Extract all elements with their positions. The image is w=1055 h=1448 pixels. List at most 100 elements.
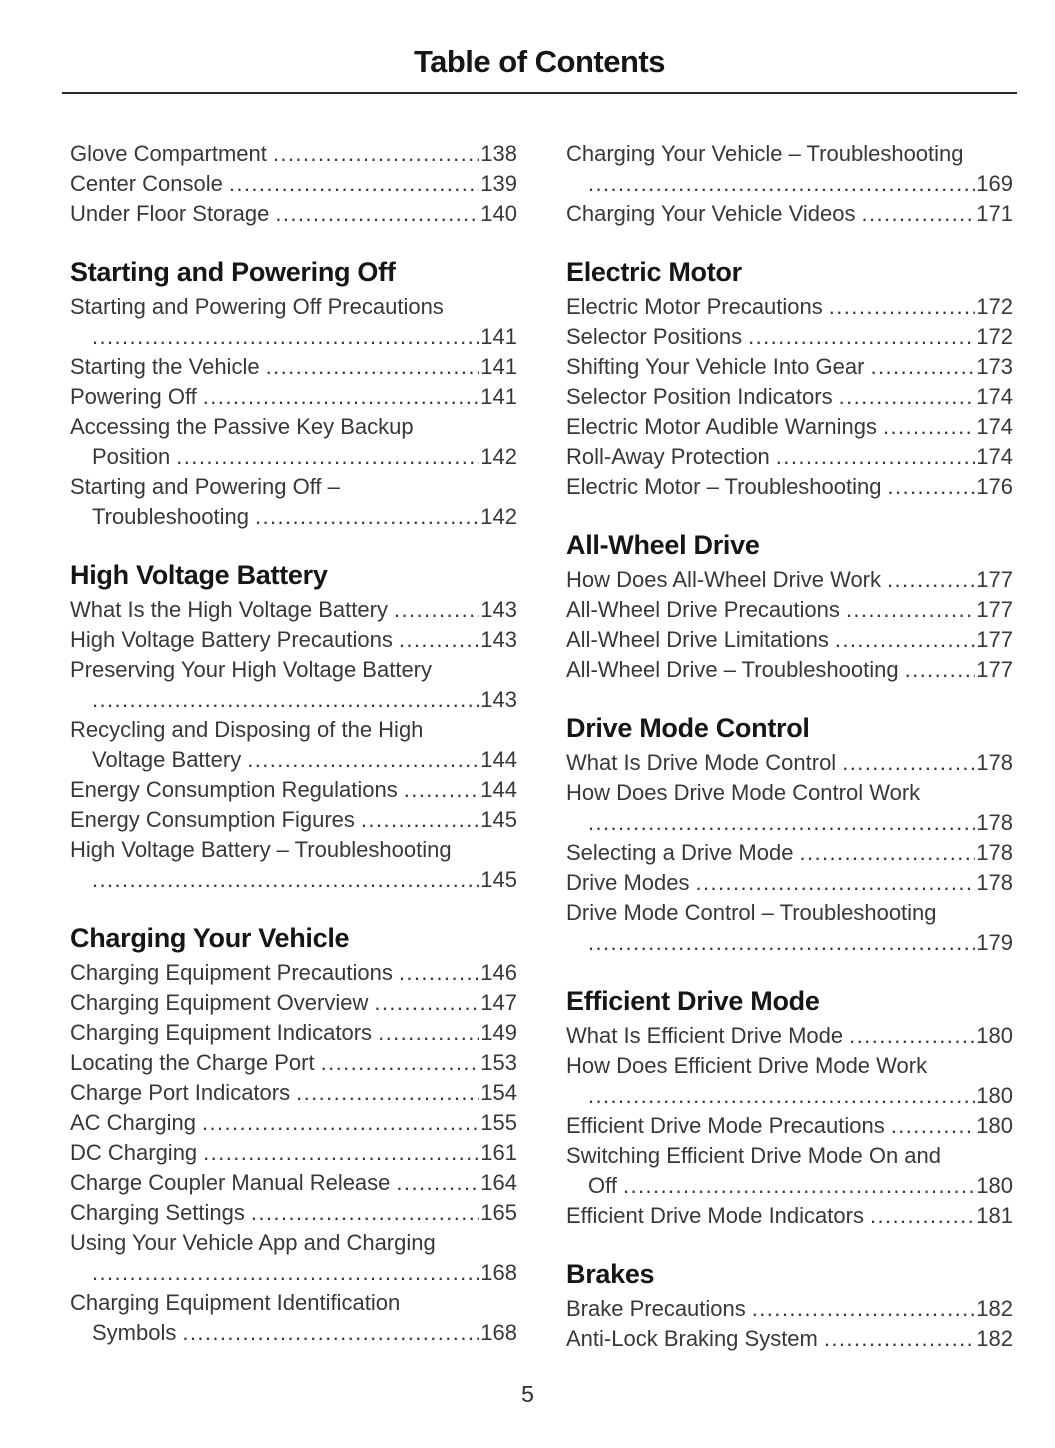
entry-leader-line: Voltage Battery 144 [70,745,517,775]
entry-title: Charging Settings [70,1200,245,1225]
entry-leader-line: 168 [70,1258,517,1288]
leader-dots [752,1294,976,1324]
entry-title: Center Console [70,171,223,196]
entry-page-number: 142 [480,444,517,469]
entry-page-number: 146 [480,960,517,985]
leader-dots [846,595,975,625]
entry-title-continuation: Troubleshooting [92,504,249,529]
entry-title: AC Charging [70,1110,196,1135]
toc-entry: Locating the Charge Port 153 [70,1048,517,1078]
entry-page-number: 155 [480,1110,517,1135]
entry-leader-line: Symbols 168 [70,1318,517,1348]
toc-entry: Efficient Drive Mode Indicators 181 [566,1201,1013,1231]
entry-title: Preserving Your High Voltage Battery [70,657,433,682]
toc-entry: Selecting a Drive Mode 178 [566,838,1013,868]
entry-page-number: 168 [480,1260,517,1285]
entry-leader-line: All-Wheel Drive Precautions 177 [566,595,1013,625]
leader-dots [374,988,479,1018]
entry-title: Powering Off [70,384,197,409]
leader-dots [255,502,479,532]
entry-title: Charging Your Vehicle Videos [566,201,856,226]
section-heading: Drive Mode Control [566,713,810,743]
toc-section: Charging Your Vehicle – Troubleshooting 1… [566,139,1013,229]
page-title: Table of Contents [414,44,665,79]
entry-title: What Is the High Voltage Battery [70,597,388,622]
entry-page-number: 179 [976,930,1013,955]
entry-page-number: 169 [976,171,1013,196]
entry-page-number: 178 [976,810,1013,835]
toc-section: All-Wheel Drive How Does All-Wheel Drive … [566,528,1013,685]
toc-entry: How Does Drive Mode Control Work 178 [566,778,1013,838]
leader-dots [399,958,479,988]
leader-dots [321,1048,480,1078]
toc-columns: Glove Compartment 138 Center Console 139 Und… [70,139,1013,1354]
entry-leader-line: Charging Equipment Overview 147 [70,988,517,1018]
title-divider [62,92,1017,94]
entry-leader-line: Electric Motor Audible Warnings 174 [566,412,1013,442]
entry-title: Drive Mode Control – Troubleshooting [566,900,937,925]
leader-dots [266,352,480,382]
toc-entry: AC Charging 155 [70,1108,517,1138]
entry-page-number: 145 [480,807,517,832]
entry-page-number: 139 [480,171,517,196]
entry-leader-line: Electric Motor Precautions 172 [566,292,1013,322]
entry-title: Charging Equipment Overview [70,990,369,1015]
entry-title: Under Floor Storage [70,201,270,226]
entry-title: Recycling and Disposing of the High [70,717,424,742]
leader-dots [588,808,975,838]
entry-leader-line: Locating the Charge Port 153 [70,1048,517,1078]
toc-entry: What Is Drive Mode Control 178 [566,748,1013,778]
entry-title: Roll-Away Protection [566,444,770,469]
entry-title: Switching Efficient Drive Mode On and [566,1143,941,1168]
entry-title: All-Wheel Drive Limitations [566,627,829,652]
entry-title: How Does All-Wheel Drive Work [566,567,882,592]
entry-page-number: 174 [976,444,1013,469]
entry-title: Energy Consumption Regulations [70,777,398,802]
entry-page-number: 182 [976,1296,1013,1321]
entry-page-number: 143 [480,597,517,622]
entry-title: Charging Equipment Identification [70,1290,401,1315]
toc-entry: Starting the Vehicle 141 [70,352,517,382]
entry-title: What Is Efficient Drive Mode [566,1023,844,1048]
entry-title: Selecting a Drive Mode [566,840,794,865]
entry-page-number: 142 [480,504,517,529]
leader-dots [748,322,975,352]
leader-dots [835,625,975,655]
toc-section: Drive Mode Control What Is Drive Mode Con… [566,711,1013,958]
entry-title: Accessing the Passive Key Backup [70,414,414,439]
leader-dots [202,1108,479,1138]
entry-title: Charge Port Indicators [70,1080,291,1105]
entry-leader-line: Charging Your Vehicle Videos 171 [566,199,1013,229]
entry-title: Charging Equipment Indicators [70,1020,373,1045]
section-heading: High Voltage Battery [70,560,328,590]
toc-entry: How Does All-Wheel Drive Work 177 [566,565,1013,595]
leader-dots [588,928,975,958]
entry-leader-line: 169 [566,169,1013,199]
entry-page-number: 181 [976,1203,1013,1228]
toc-entry: Powering Off 141 [70,382,517,412]
entry-leader-line: Selecting a Drive Mode 178 [566,838,1013,868]
leader-dots [623,1171,975,1201]
toc-entry: Charge Port Indicators 154 [70,1078,517,1108]
entry-leader-line: Glove Compartment 138 [70,139,517,169]
entry-leader-line: Electric Motor – Troubleshooting 176 [566,472,1013,502]
entry-page-number: 176 [976,474,1013,499]
entry-title: Brake Precautions [566,1296,746,1321]
leader-dots [842,748,975,778]
entry-title: Selector Position Indicators [566,384,833,409]
entry-page-number: 180 [976,1113,1013,1138]
entry-page-number: 174 [976,414,1013,439]
toc-column-right: Charging Your Vehicle – Troubleshooting 1… [566,139,1013,1354]
entry-title-continuation: Off [588,1173,617,1198]
section-heading: Efficient Drive Mode [566,986,820,1016]
entry-page-number: 141 [480,354,517,379]
entry-page-number: 178 [976,870,1013,895]
leader-dots [229,169,479,199]
leader-dots [182,1318,479,1348]
leader-dots [883,412,975,442]
section-heading: Electric Motor [566,257,742,287]
entry-leader-line: Anti-Lock Braking System 182 [566,1324,1013,1354]
toc-entry: All-Wheel Drive Limitations 177 [566,625,1013,655]
entry-page-number: 140 [480,201,517,226]
entry-title-continuation: Position [92,444,171,469]
